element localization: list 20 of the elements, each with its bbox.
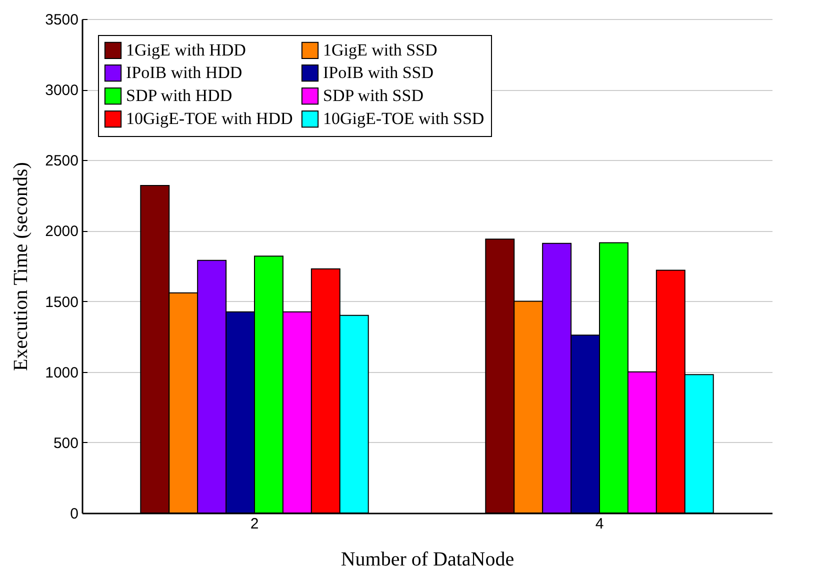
x-axis-title: Number of DataNode bbox=[340, 548, 514, 570]
legend-label: 10GigE-TOE with HDD bbox=[126, 109, 293, 128]
y-axis-title: Execution Time (seconds) bbox=[10, 162, 32, 371]
y-tick-label: 3500 bbox=[45, 12, 78, 28]
legend-label: 1GigE with HDD bbox=[126, 40, 246, 60]
y-tick-label: 1500 bbox=[45, 294, 78, 311]
legend-label: 1GigE with SSD bbox=[323, 40, 438, 60]
y-tick-label: 0 bbox=[70, 506, 78, 522]
y-tick-label: 1000 bbox=[45, 364, 78, 382]
y-tick-label: 3000 bbox=[45, 82, 78, 100]
legend-label: SDP with SSD bbox=[323, 86, 424, 105]
legend-label: SDP with HDD bbox=[126, 86, 232, 105]
x-tick-label: 2 bbox=[250, 516, 259, 532]
legend-label: 10GigE-TOE with SSD bbox=[323, 109, 484, 128]
legend-label: IPoIB with SSD bbox=[323, 63, 434, 82]
legend-label: IPoIB with HDD bbox=[126, 63, 242, 82]
x-tick-label: 4 bbox=[595, 516, 604, 532]
y-tick-label: 2500 bbox=[45, 152, 78, 170]
y-tick-label: 2000 bbox=[45, 223, 78, 240]
y-tick-label: 500 bbox=[53, 434, 78, 452]
